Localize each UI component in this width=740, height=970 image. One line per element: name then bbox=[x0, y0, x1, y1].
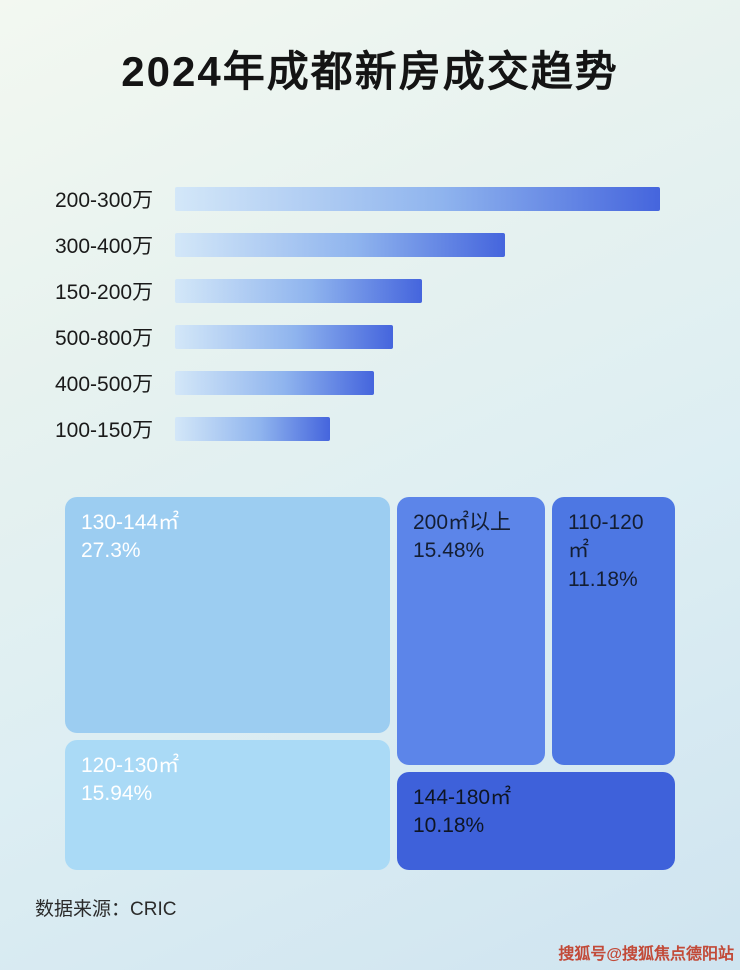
treemap-tile: 110-120㎡ 11.18% bbox=[552, 497, 675, 765]
bar-label: 150-200万 bbox=[55, 281, 154, 304]
treemap-tile-value: 27.3% bbox=[81, 539, 141, 563]
treemap-tile-value: 15.94% bbox=[81, 782, 153, 806]
treemap-tile-value: 11.18% bbox=[568, 567, 638, 591]
bar-row: 150-200万 bbox=[55, 268, 685, 314]
treemap-tile-label: 120-130㎡ bbox=[81, 754, 180, 777]
watermark: 搜狐号@搜狐焦点德阳站 bbox=[558, 946, 734, 963]
bar-row: 400-500万 bbox=[55, 360, 685, 406]
data-source-note: 数据来源：CRIC bbox=[35, 899, 177, 920]
bar-row: 100-150万 bbox=[55, 406, 685, 452]
bar-label: 100-150万 bbox=[55, 419, 154, 442]
treemap-tile: 200㎡以上 15.48% bbox=[397, 497, 545, 765]
treemap-tile-label: 130-144㎡ bbox=[81, 511, 180, 534]
bar bbox=[175, 279, 422, 303]
bar-row: 200-300万 bbox=[55, 176, 685, 222]
treemap-tile-label: 110-120㎡ bbox=[568, 511, 644, 563]
treemap-tile-label: 144-180㎡ bbox=[413, 786, 512, 809]
treemap-tile-value: 10.18% bbox=[413, 814, 485, 838]
bar bbox=[175, 325, 393, 349]
bar bbox=[175, 371, 374, 395]
bar-label: 300-400万 bbox=[55, 235, 154, 258]
bar-label: 200-300万 bbox=[55, 189, 154, 212]
bar bbox=[175, 187, 660, 211]
treemap-tile: 120-130㎡ 15.94% bbox=[65, 740, 390, 870]
treemap-tile-label: 200㎡以上 bbox=[413, 511, 512, 534]
treemap-tile: 130-144㎡ 27.3% bbox=[65, 497, 390, 733]
bar bbox=[175, 233, 505, 257]
bar-label: 500-800万 bbox=[55, 327, 154, 350]
bar-label: 400-500万 bbox=[55, 373, 154, 396]
treemap: 130-144㎡ 27.3% 200㎡以上 15.48% 110-120㎡ 11… bbox=[65, 497, 675, 870]
bar bbox=[175, 417, 330, 441]
treemap-tile-value: 15.48% bbox=[413, 539, 485, 563]
page-title: 2024年成都新房成交趋势 bbox=[121, 48, 619, 95]
bar-chart: 200-300万 300-400万 150-200万 500-800万 400-500万… bbox=[55, 176, 685, 452]
treemap-tile: 144-180㎡ 10.18% bbox=[397, 772, 675, 870]
bar-row: 500-800万 bbox=[55, 314, 685, 360]
bar-row: 300-400万 bbox=[55, 222, 685, 268]
